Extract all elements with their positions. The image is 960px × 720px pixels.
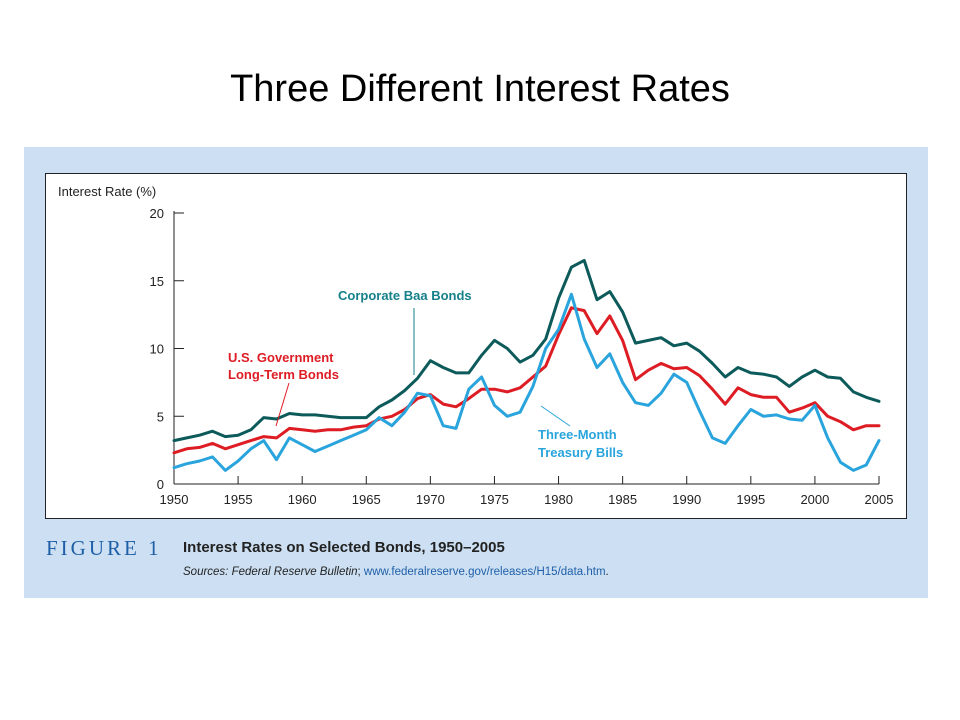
sources-end: . — [605, 566, 609, 578]
x-tick-label: 1995 — [736, 492, 765, 507]
x-tick-label: 1985 — [608, 492, 637, 507]
figure-caption: Interest Rates on Selected Bonds, 1950–2… — [183, 539, 505, 556]
x-tick-label: 1975 — [480, 492, 509, 507]
y-axis-title: Interest Rate (%) — [58, 184, 156, 199]
series-line-u-s-government-long-term-bonds — [172, 306, 881, 455]
x-tick-label: 2000 — [800, 492, 829, 507]
series-line-three-month-treasury-bills — [172, 292, 881, 472]
plot-area — [45, 173, 907, 519]
sources-publication: Federal Reserve Bulletin — [231, 566, 358, 578]
sources-label: Sources: — [183, 566, 229, 578]
label-treasury-bills-line1: Three-Month — [538, 427, 617, 442]
sources-url[interactable]: www.federalreserve.gov/releases/H15/data… — [363, 566, 606, 578]
x-tick-label: 1990 — [672, 492, 701, 507]
y-tick-label: 0 — [157, 477, 164, 492]
label-us-government-line1: U.S. Government — [228, 350, 334, 365]
pointer-treasury-bills — [540, 405, 571, 427]
x-tick-label: 1950 — [160, 492, 189, 507]
label-us-government-line2: Long-Term Bonds — [228, 367, 339, 382]
x-tick-label: 1970 — [416, 492, 445, 507]
y-tick-label: 5 — [157, 409, 164, 424]
y-tick-label: 20 — [150, 206, 164, 221]
figure-sources: Sources: Federal Reserve Bulletin; www.f… — [183, 566, 609, 578]
sources-separator: ; — [357, 566, 364, 578]
label-corporate-baa: Corporate Baa Bonds — [338, 288, 472, 303]
y-tick-label: 10 — [150, 342, 164, 357]
interest-rate-chart: 0 5 10 15 20 1950 1955 1960 1965 1970 1975 1980 1985… — [58, 184, 894, 507]
y-tick-label: 15 — [150, 274, 164, 289]
x-tick-label: 1960 — [288, 492, 317, 507]
series-line-corporate-baa-bonds — [172, 258, 881, 443]
label-treasury-bills-line2: Treasury Bills — [538, 445, 623, 460]
pointer-us-government — [275, 382, 290, 427]
x-tick-label: 1965 — [352, 492, 381, 507]
x-tick-label: 2005 — [865, 492, 894, 507]
x-tick-label: 1980 — [544, 492, 573, 507]
figure-number: FIGURE 1 — [46, 536, 162, 560]
x-tick-label: 1955 — [224, 492, 253, 507]
slide-title: Three Different Interest Rates — [230, 68, 730, 110]
